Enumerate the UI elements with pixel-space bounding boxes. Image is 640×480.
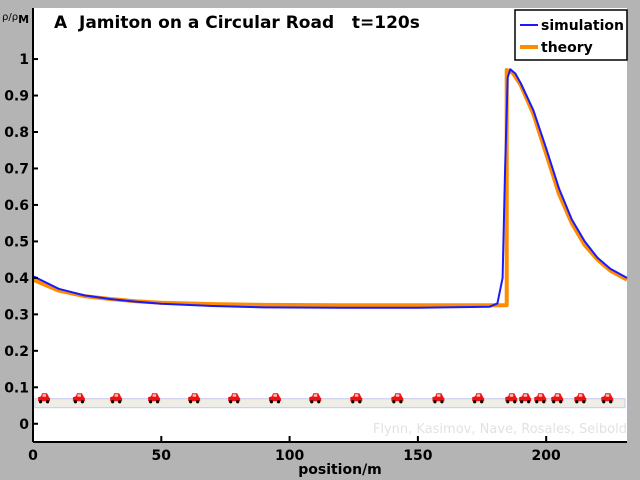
x-tick-label: 50 [152,448,172,464]
y-tick-label: 0.5 [4,234,29,250]
legend-label-simulation: simulation [541,18,624,34]
x-tick-label: 100 [275,448,304,464]
y-axis-label-main: ρ/ρ [2,12,18,23]
car-marker [268,393,281,404]
car-marker [534,393,547,404]
x-ticks: 0 50 100 150 200 [28,436,561,464]
y-tick-label: 1 [19,52,29,68]
y-tick-label: 0.8 [4,125,29,141]
credit-text: Flynn, Kasimov, Nave, Rosales, Seibold [373,422,627,437]
y-tick-label: 0.3 [4,307,29,323]
plot-area [33,8,627,442]
legend-box [514,9,628,61]
car-marker [72,393,85,404]
cars-layer [38,393,614,404]
series-layer [32,68,628,309]
car-marker [38,393,51,404]
y-tick-label: 0 [19,417,29,433]
y-tick-label: 0.6 [4,198,29,214]
series-line-simulation [32,68,628,309]
car-marker [309,393,322,404]
legend-label-theory: theory [541,40,593,56]
road-strip [34,398,626,409]
car-marker [110,393,123,404]
car-marker [432,393,445,404]
car-marker [519,393,532,404]
y-tick-label: 0.4 [4,271,29,287]
car-marker [574,393,587,404]
car-marker [228,393,241,404]
y-axis-label: ρ/ρM [2,12,29,26]
y-axis-label-sub: M [18,13,29,26]
legend: simulation theory [514,9,628,61]
y-tick-label: 0.7 [4,161,29,177]
car-marker [472,393,485,404]
car-marker [148,393,161,404]
x-axis-label: position/m [298,462,382,478]
x-tick-label: 150 [403,448,432,464]
car-marker [601,393,614,404]
car-marker [551,393,564,404]
car-marker [391,393,404,404]
car-marker [188,393,201,404]
car-marker [350,393,363,404]
road [34,398,626,409]
car-marker [505,393,518,404]
x-tick-label: 0 [28,448,38,464]
x-tick-label: 200 [532,448,561,464]
y-tick-label: 0.9 [4,89,29,105]
chart-title: A Jamiton on a Circular Road t=120s [54,13,420,33]
y-ticks: 0 0.1 0.2 0.3 0.4 0.5 0.6 0.7 0.8 0.9 1 [4,52,38,433]
y-tick-label: 0.2 [4,344,29,360]
y-tick-label: 0.1 [4,380,29,396]
